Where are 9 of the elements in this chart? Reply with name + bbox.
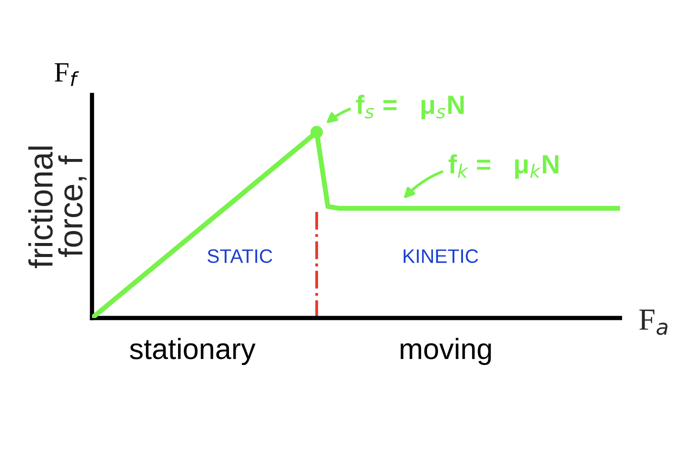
- y-axis-title: frictional force, f: [28, 146, 87, 268]
- text: moving: [400, 338, 491, 366]
- annotation: STATIC: [208, 249, 272, 264]
- annotation: KINETIC: [404, 249, 478, 264]
- text: f$_{s}$ = μ$_{s}$N: [356, 94, 464, 120]
- text: stationary: [130, 338, 256, 366]
- text: F$_{f}$: [54, 63, 79, 86]
- annotation: f$_{k}$ = μ$_{k}$N: [448, 154, 558, 179]
- x-axis-title: F$_{a}$: [639, 310, 668, 335]
